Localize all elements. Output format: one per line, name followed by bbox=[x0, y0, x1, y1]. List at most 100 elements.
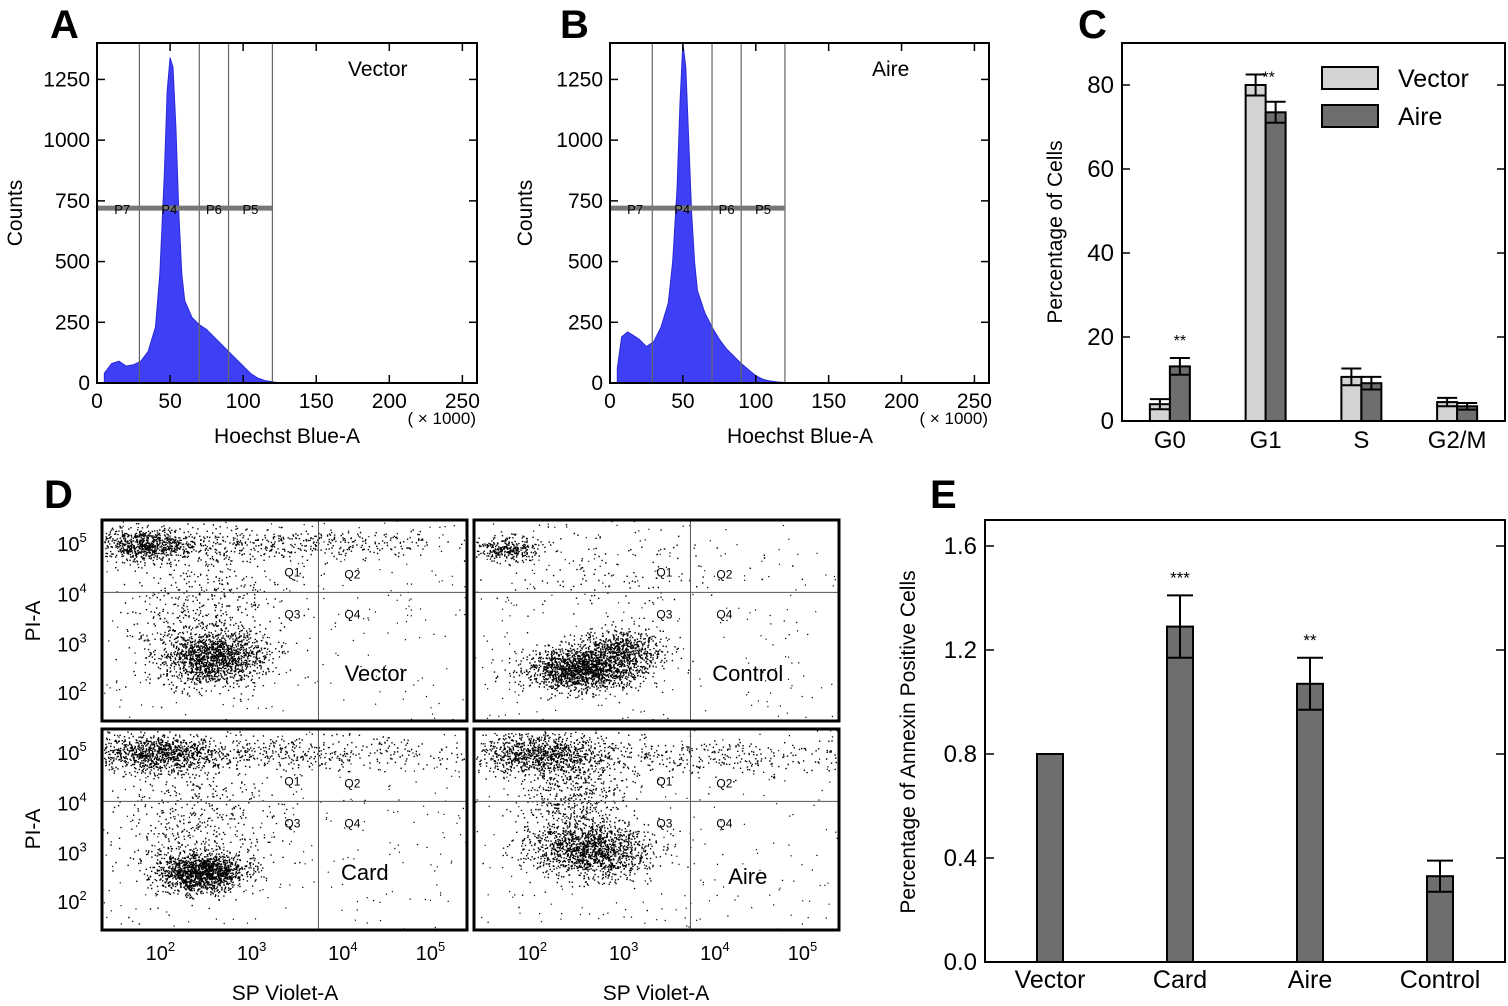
y-tick-label: 1000 bbox=[43, 129, 90, 152]
quadrant-label: Q1 bbox=[656, 565, 672, 579]
gate-label: P5 bbox=[755, 202, 771, 217]
panel-e-ylabel: Percentage of Annexin Positive Cells bbox=[897, 570, 920, 913]
y-tick-label: 104 bbox=[57, 789, 86, 815]
quadrant-label: Q2 bbox=[344, 567, 360, 581]
plot-frame bbox=[472, 727, 841, 932]
y-tick-label: 0.8 bbox=[944, 741, 977, 768]
legend-label-vector: Vector bbox=[1398, 65, 1469, 93]
y-tick-label: 1.6 bbox=[944, 533, 977, 560]
gate-label: P7 bbox=[627, 202, 643, 217]
y-tick-label: 750 bbox=[55, 190, 90, 213]
panel-letter-d: D bbox=[44, 473, 73, 517]
x-tick-label: 150 bbox=[299, 390, 334, 413]
bar-aire bbox=[1296, 682, 1324, 963]
x-tick-label: G2/M bbox=[1428, 427, 1487, 454]
legend-label-aire: Aire bbox=[1398, 103, 1442, 131]
quadrant-label: Q1 bbox=[284, 774, 300, 788]
x-tick-label: 250 bbox=[957, 390, 992, 413]
gate-label: P4 bbox=[161, 202, 177, 217]
x-tick-label: Aire bbox=[1288, 966, 1332, 994]
x-tick-label: 50 bbox=[671, 390, 694, 413]
y-tick-label: 103 bbox=[57, 631, 86, 657]
panel-a-scale-note: ( × 1000) bbox=[407, 409, 476, 428]
y-tick-label: 500 bbox=[55, 251, 90, 274]
x-tick-label: Vector bbox=[1015, 966, 1086, 994]
y-tick-label: 102 bbox=[57, 888, 86, 914]
x-tick-label: 103 bbox=[237, 939, 266, 965]
y-tick-label: 60 bbox=[1087, 156, 1114, 183]
y-tick-label: 0.0 bbox=[944, 949, 977, 976]
x-tick-label: 200 bbox=[372, 390, 407, 413]
x-tick-label: 104 bbox=[328, 939, 357, 965]
quadrant-label: Q1 bbox=[284, 565, 300, 579]
scatter-events bbox=[102, 520, 466, 723]
scatter-events bbox=[103, 731, 468, 932]
bar-card bbox=[1166, 625, 1194, 963]
y-tick-label: 250 bbox=[568, 311, 603, 334]
significance-marker: ** bbox=[1303, 631, 1317, 650]
y-tick-label: 80 bbox=[1087, 72, 1114, 99]
y-tick-label: 750 bbox=[568, 190, 603, 213]
bar-vector bbox=[1244, 84, 1267, 422]
scatter-events bbox=[475, 520, 840, 723]
gate-label: P6 bbox=[719, 202, 735, 217]
y-tick-label: 1.2 bbox=[944, 637, 977, 664]
cell-cycle-bar-chart: 0 20 40 60 80 G0 G1 S G2/M ** ** Vector Aire bbox=[1087, 42, 1506, 454]
quadrant-label: Q3 bbox=[656, 607, 672, 621]
subplot-label: Aire bbox=[728, 864, 767, 889]
panel-d-xlabel-right: SP Violet-A bbox=[603, 982, 710, 1005]
quadrant-label: Q4 bbox=[344, 607, 360, 621]
x-tick-label: 100 bbox=[738, 390, 773, 413]
histogram-aire: P7 P4 P6 P5 0 50 100 150 200 250 0 250 500 750 1000 125… bbox=[556, 42, 992, 413]
gate-label: P6 bbox=[206, 202, 222, 217]
panel-b-scale-note: ( × 1000) bbox=[919, 409, 988, 428]
gate-label: P7 bbox=[114, 202, 130, 217]
scatter-subplot-control: Q1 Q2 Q3 Q4 Control bbox=[472, 518, 841, 723]
x-tick-label: S bbox=[1353, 427, 1369, 454]
panel-letter-b: B bbox=[560, 3, 589, 47]
y-tick-label: 500 bbox=[568, 251, 603, 274]
x-tick-label: 103 bbox=[609, 939, 638, 965]
plot-frame bbox=[472, 518, 841, 723]
y-tick-label: 0 bbox=[78, 372, 90, 395]
y-tick-label: 105 bbox=[57, 530, 86, 556]
flow-scatter-grid: Q1 Q2 Q3 Q4 Vector 105 104 103 102 Q1 Q2 Q3 Q4 Contro… bbox=[57, 518, 841, 965]
plot-frame bbox=[100, 727, 469, 932]
quadrant-label: Q4 bbox=[716, 607, 732, 621]
y-tick-label: 0 bbox=[1101, 408, 1114, 435]
panel-b-xlabel: Hoechst Blue-A bbox=[727, 425, 873, 448]
scatter-subplot-aire: Q1 Q2 Q3 Q4 Aire bbox=[472, 727, 841, 932]
panel-c-ylabel: Percentage of Cells bbox=[1044, 140, 1067, 323]
scatter-events bbox=[474, 729, 840, 930]
quadrant-label: Q2 bbox=[344, 776, 360, 790]
bar-aire bbox=[1264, 111, 1287, 423]
x-tick-label: 100 bbox=[226, 390, 261, 413]
panel-letter-e: E bbox=[930, 473, 957, 517]
panel-d-ylabel-bottom: PI-A bbox=[22, 809, 45, 850]
panel-letter-c: C bbox=[1078, 3, 1107, 47]
plot-frame bbox=[984, 519, 1506, 963]
x-tick-label: 102 bbox=[146, 939, 175, 965]
x-tick-label: 104 bbox=[700, 939, 729, 965]
panel-d-ylabel-top: PI-A bbox=[22, 601, 45, 642]
x-tick-label: 250 bbox=[445, 390, 480, 413]
significance-marker: ** bbox=[1174, 333, 1186, 350]
quadrant-label: Q3 bbox=[284, 816, 300, 830]
x-tick-label: 105 bbox=[788, 939, 817, 965]
x-tick-label: G1 bbox=[1250, 427, 1282, 454]
panel-d-xlabel-left: SP Violet-A bbox=[232, 982, 339, 1005]
x-tick-label: 0 bbox=[91, 390, 103, 413]
y-tick-label: 250 bbox=[55, 311, 90, 334]
quadrant-label: Q2 bbox=[716, 567, 732, 581]
histogram-vector: P7 P4 P6 P5 0 50 100 150 200 250 0 250 500 750 1000 125… bbox=[43, 42, 480, 413]
y-tick-label: 20 bbox=[1087, 324, 1114, 351]
y-tick-label: 1000 bbox=[556, 129, 603, 152]
x-tick-label: G0 bbox=[1154, 427, 1186, 454]
significance-marker: *** bbox=[1170, 568, 1190, 587]
plot-frame bbox=[1121, 42, 1506, 422]
legend-swatch-aire bbox=[1321, 104, 1379, 128]
y-tick-label: 0 bbox=[591, 372, 603, 395]
quadrant-label: Q4 bbox=[344, 816, 360, 830]
